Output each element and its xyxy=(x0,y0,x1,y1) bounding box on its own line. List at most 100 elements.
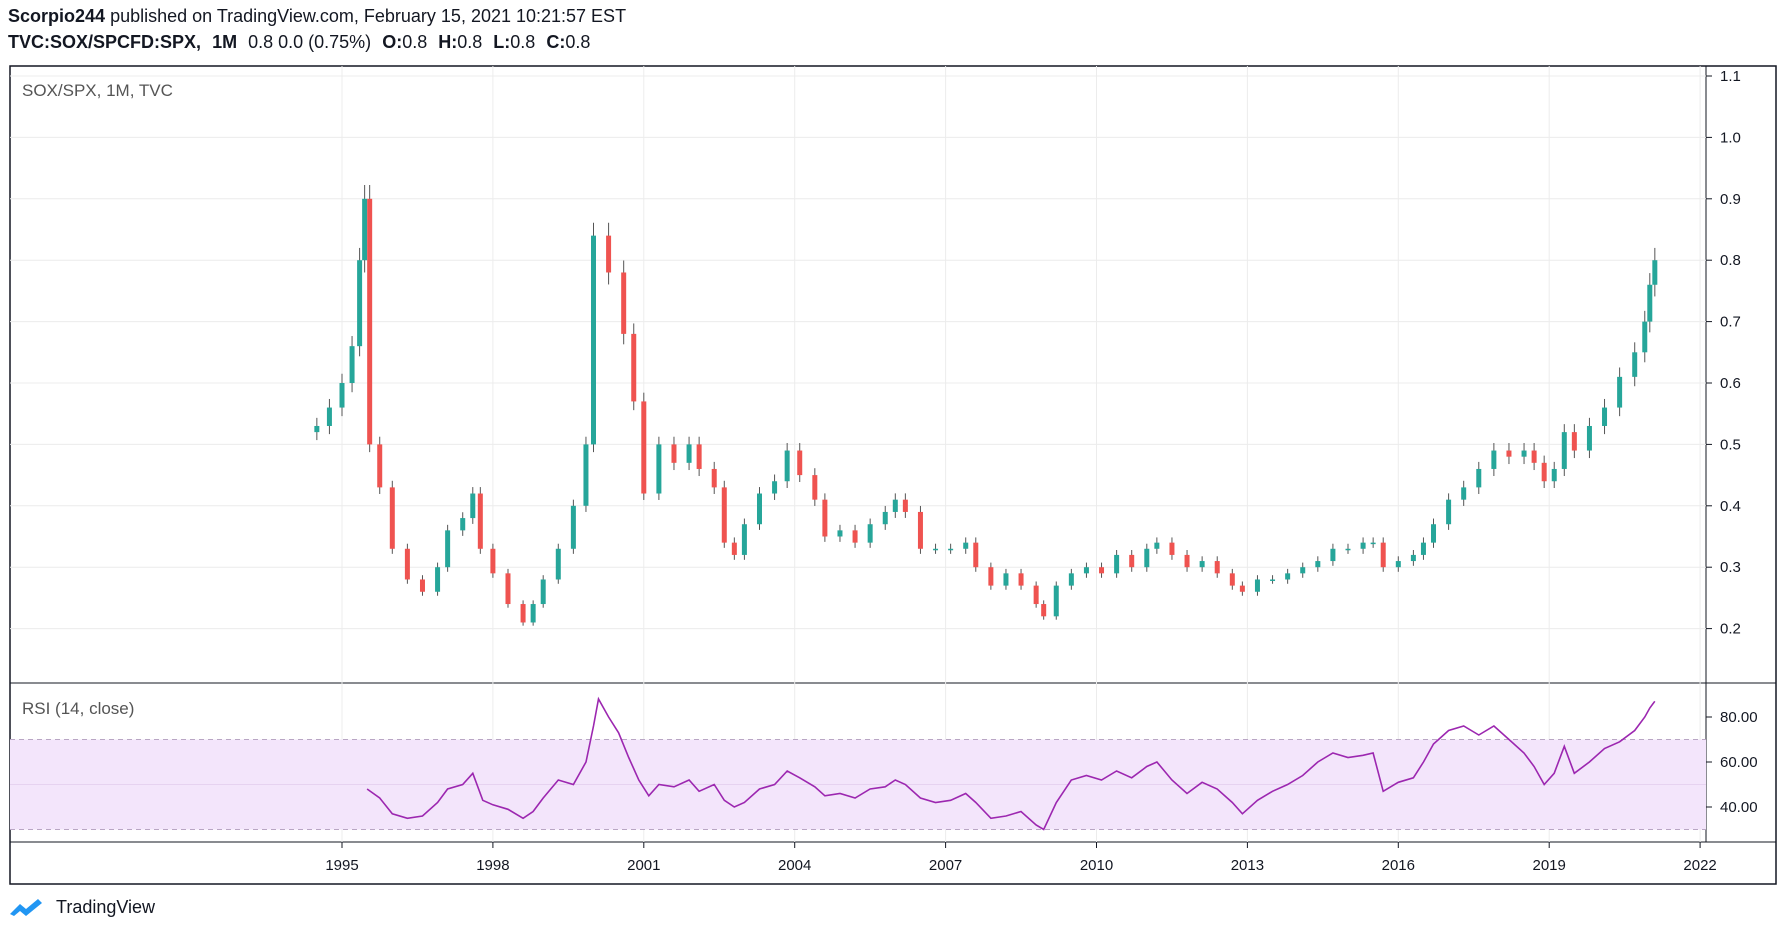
candle xyxy=(1541,462,1547,482)
candle xyxy=(756,493,762,525)
candle xyxy=(1476,468,1482,488)
time-tick-label: 1998 xyxy=(476,857,509,874)
candle xyxy=(711,468,717,488)
rsi-tick-label: 80.00 xyxy=(1720,709,1758,726)
candle xyxy=(1330,548,1336,562)
close-value: 0.8 xyxy=(565,32,591,52)
candle xyxy=(377,444,383,488)
candle xyxy=(1214,561,1220,574)
time-tick-label: 2016 xyxy=(1382,857,1415,874)
candle xyxy=(1632,352,1638,377)
price-tick-label: 1.1 xyxy=(1720,68,1741,85)
candle xyxy=(1410,554,1416,562)
candle xyxy=(1395,561,1401,568)
candle xyxy=(404,548,410,580)
time-tick-label: 2013 xyxy=(1231,857,1264,874)
time-tick-label: 1995 xyxy=(325,857,358,874)
price-tick-label: 0.5 xyxy=(1720,436,1741,453)
tradingview-brand: TradingView xyxy=(56,896,156,917)
rsi-line xyxy=(366,696,1656,831)
candle xyxy=(490,548,496,574)
candle xyxy=(867,524,873,543)
rsi-tick-label: 60.00 xyxy=(1720,754,1758,771)
price-change: 0.8 0.0 (0.75%) xyxy=(248,32,372,52)
tradingview-logo-icon xyxy=(10,899,42,916)
candle xyxy=(822,499,828,537)
main-pane-title: SOX/SPX, 1M, TVC xyxy=(22,81,173,100)
candle xyxy=(389,487,395,549)
candle xyxy=(1360,542,1366,549)
candle xyxy=(696,444,702,469)
candle xyxy=(1254,579,1260,592)
price-tick-label: 0.3 xyxy=(1720,559,1741,576)
candle xyxy=(606,235,612,273)
candle xyxy=(435,567,441,592)
candle xyxy=(1169,542,1175,555)
candle xyxy=(741,524,747,555)
candle xyxy=(1652,260,1658,285)
candle xyxy=(1491,450,1497,469)
candle xyxy=(686,444,692,463)
candle xyxy=(1431,524,1437,543)
candle xyxy=(1617,376,1623,408)
candle xyxy=(837,530,843,537)
price-tick-label: 0.4 xyxy=(1720,498,1741,515)
candle xyxy=(721,487,727,543)
candle xyxy=(357,260,363,347)
candle xyxy=(1270,579,1276,581)
candle xyxy=(460,518,466,531)
candle xyxy=(1083,567,1089,574)
candle xyxy=(419,579,425,592)
candle xyxy=(367,198,373,445)
candle xyxy=(963,542,969,549)
candle xyxy=(1461,487,1467,500)
candle xyxy=(882,511,888,525)
low-value: 0.8 xyxy=(510,32,536,52)
candle xyxy=(1506,450,1512,457)
candle xyxy=(1003,573,1009,586)
candle xyxy=(731,542,737,555)
candle xyxy=(812,475,818,500)
low-label: L: xyxy=(493,32,511,52)
chart-frame xyxy=(9,65,1777,885)
candle xyxy=(892,499,898,512)
candle xyxy=(470,493,476,519)
candle xyxy=(1068,573,1074,586)
candle xyxy=(671,444,677,463)
candle xyxy=(797,450,803,476)
candle xyxy=(1300,567,1306,574)
candle xyxy=(555,548,561,580)
time-tick-label: 2001 xyxy=(627,857,660,874)
time-tick-label: 2007 xyxy=(929,857,962,874)
candle xyxy=(1571,432,1577,451)
price-tick-label: 0.9 xyxy=(1720,191,1741,208)
candle xyxy=(530,604,536,623)
candle xyxy=(1041,604,1047,617)
candle xyxy=(1144,548,1150,568)
candle xyxy=(505,573,511,605)
candle xyxy=(349,346,355,383)
candle xyxy=(656,444,662,494)
candle xyxy=(1229,573,1235,586)
price-tick-label: 1.0 xyxy=(1720,129,1741,146)
candle xyxy=(1446,499,1452,525)
candle xyxy=(1099,567,1105,574)
tradingview-footer[interactable]: TradingView xyxy=(8,896,155,918)
price-tick-label: 0.6 xyxy=(1720,375,1741,392)
price-tick-label: 0.2 xyxy=(1720,621,1741,638)
candle xyxy=(1380,542,1386,568)
author-name[interactable]: Scorpio244 xyxy=(8,6,106,26)
open-label: O: xyxy=(382,32,403,52)
price-tick-label: 0.7 xyxy=(1720,314,1741,331)
candle xyxy=(583,444,589,506)
candle xyxy=(852,530,858,543)
price-tick-label: 0.8 xyxy=(1720,252,1741,269)
candle xyxy=(1531,450,1537,463)
candle xyxy=(1053,585,1059,617)
close-label: C: xyxy=(546,32,566,52)
candle xyxy=(1370,542,1376,545)
candle xyxy=(1114,554,1120,574)
candle xyxy=(1551,468,1557,482)
high-label: H: xyxy=(438,32,458,52)
